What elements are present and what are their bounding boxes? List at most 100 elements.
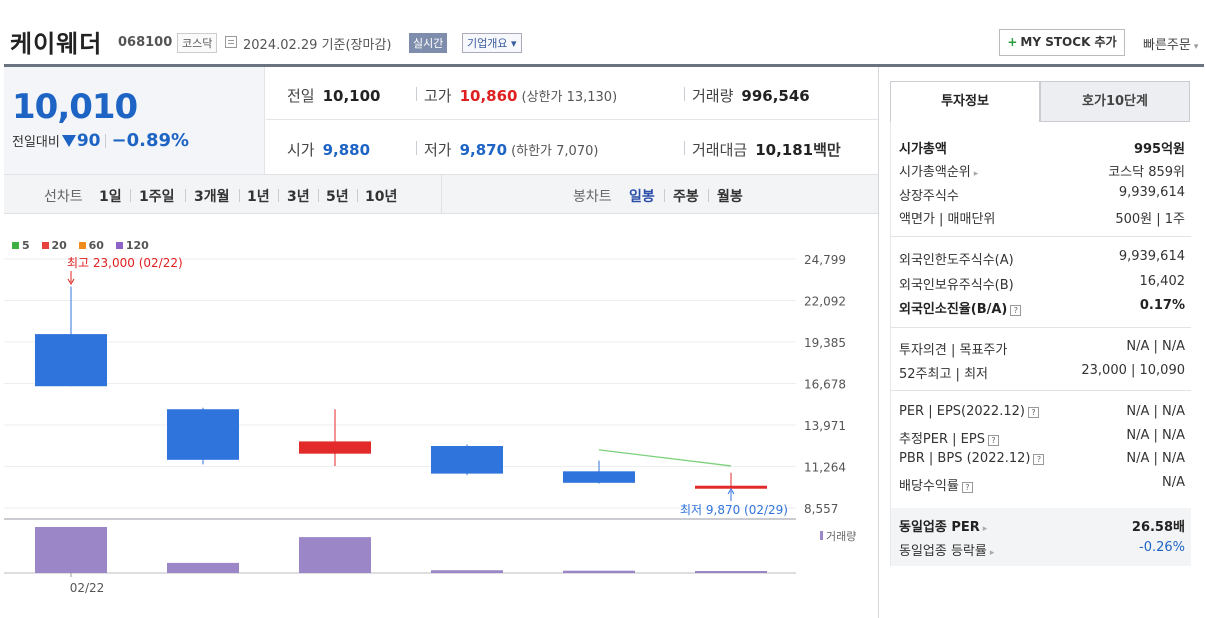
investment-info-panel: 시가총액 995억원 시가총액순위 ▸ 코스닥 859위 상장주식수 9,939,614… bbox=[890, 122, 1191, 566]
legend-ma60: 60 bbox=[78, 239, 104, 252]
tab-order-book[interactable]: 호가10단계 bbox=[1040, 81, 1190, 122]
max-arrowhead bbox=[67, 278, 75, 285]
help-icon[interactable]: ? bbox=[1033, 454, 1045, 465]
volume-legend-swatch bbox=[820, 531, 823, 540]
candle-body bbox=[299, 441, 371, 454]
info-row-opinion: 투자의견 | 목표주가 N/A | N/A bbox=[899, 339, 1185, 358]
divider bbox=[104, 134, 106, 148]
quote-row: 전일 10,100 고가 10,860 (상한가 13,130) 거래량 996,546 bbox=[266, 67, 878, 120]
legend-ma5: 5 bbox=[12, 239, 30, 252]
add-mystock-button[interactable]: + MY STOCK 추가 bbox=[999, 29, 1125, 56]
divider bbox=[708, 189, 709, 202]
candle-daily[interactable]: 일봉 bbox=[629, 189, 655, 205]
legend-swatch bbox=[12, 242, 19, 249]
divider bbox=[318, 189, 319, 202]
min-annotation: 최저 9,870 (02/29) bbox=[680, 503, 788, 517]
candle-chart-label: 봉차트 bbox=[573, 189, 612, 205]
ma5-line bbox=[598, 449, 732, 467]
info-row-foreign-ratio: 외국인소진율(B/A)? 0.17% bbox=[899, 298, 1185, 317]
period-3y[interactable]: 3년 bbox=[287, 189, 310, 205]
stock-name: 케이웨더 bbox=[10, 30, 103, 58]
info-row-52w: 52주최고 | 최저 23,000 | 10,090 bbox=[899, 363, 1185, 382]
divider bbox=[664, 189, 665, 202]
arrow-right-icon: ▸ bbox=[989, 548, 995, 558]
divider bbox=[357, 189, 358, 202]
legend-ma20: 20 bbox=[41, 239, 67, 252]
volume-bar bbox=[167, 562, 239, 573]
info-tabs: 투자정보 호가10단계 bbox=[890, 81, 1190, 122]
period-5y[interactable]: 5년 bbox=[326, 189, 349, 205]
divider bbox=[891, 327, 1191, 328]
line-chart-label: 선차트 bbox=[44, 189, 83, 205]
x-tick-label: 02/22 bbox=[70, 581, 105, 595]
period-10y[interactable]: 10년 bbox=[365, 189, 398, 205]
arrow-right-icon: ▸ bbox=[973, 169, 979, 179]
sector-box: 동일업종 PER ▸ 26.58배 동일업종 등락률 ▸ -0.26% bbox=[891, 508, 1191, 566]
legend-ma120: 120 bbox=[115, 239, 149, 252]
divider bbox=[239, 189, 240, 202]
max-annotation: 최고 23,000 (02/22) bbox=[67, 256, 183, 270]
divider bbox=[891, 236, 1191, 237]
quote-grid: 전일 10,100 고가 10,860 (상한가 13,130) 거래량 996,546… bbox=[266, 67, 878, 174]
min-arrowhead bbox=[727, 488, 735, 495]
base-date: 2024.02.29 기준(장마감) bbox=[243, 38, 392, 53]
volume-bar bbox=[563, 570, 635, 573]
tab-investment-info[interactable]: 투자정보 bbox=[890, 81, 1040, 122]
chart-legend: 5 20 60 120 bbox=[12, 239, 157, 252]
y-tick-label: 24,799 bbox=[804, 253, 846, 267]
realtime-button[interactable]: 실시간 bbox=[409, 33, 448, 53]
help-icon[interactable]: ? bbox=[961, 482, 973, 493]
y-tick-label: 11,264 bbox=[804, 461, 846, 475]
info-row-foreign-limit: 외국인한도주식수(A) 9,939,614 bbox=[899, 249, 1185, 268]
quick-order-dropdown[interactable]: 빠른주문 bbox=[1143, 34, 1198, 53]
legend-swatch bbox=[115, 242, 123, 249]
add-mystock-label: MY STOCK 추가 bbox=[1020, 35, 1117, 49]
info-row-sector-per: 동일업종 PER ▸ 26.58배 bbox=[899, 520, 1185, 535]
quote-amount: 거래대금 10,181백만 bbox=[692, 141, 841, 159]
info-row-sector-rate: 동일업종 등락률 ▸ -0.26% bbox=[899, 540, 1185, 559]
market-badge: 코스닥 bbox=[177, 33, 218, 53]
candle-weekly[interactable]: 주봉 bbox=[673, 189, 699, 205]
quote-high: 고가 10,860 (상한가 13,130) bbox=[424, 87, 618, 105]
company-overview-dropdown[interactable]: 기업개요 ▾ bbox=[462, 33, 522, 53]
info-row-par: 액면가 | 매매단위 500원 | 1주 bbox=[899, 212, 1185, 227]
period-1y[interactable]: 1년 bbox=[247, 189, 270, 205]
volume-bar bbox=[35, 527, 107, 573]
volume-bar bbox=[431, 570, 503, 573]
candle-body bbox=[431, 446, 503, 474]
change-value: 90 bbox=[76, 131, 101, 151]
prev-day-label: 전일대비 bbox=[12, 135, 60, 150]
divider bbox=[684, 141, 685, 155]
help-icon[interactable]: ? bbox=[1027, 407, 1039, 418]
info-row-dividend: 배당수익률? N/A bbox=[899, 475, 1185, 494]
quote-low: 저가 9,870 (하한가 7,070) bbox=[424, 141, 599, 159]
quote-row: 시가 9,880 저가 9,870 (하한가 7,070) 거래대금 10,181백만 bbox=[266, 121, 878, 174]
divider bbox=[891, 390, 1191, 391]
header-divider bbox=[4, 64, 1204, 67]
info-row-per: PER | EPS(2022.12)? N/A | N/A bbox=[899, 404, 1185, 419]
volume-bar bbox=[695, 571, 767, 573]
info-row-pbr: PBR | BPS (2022.12)? N/A | N/A bbox=[899, 451, 1185, 466]
period-3m[interactable]: 3개월 bbox=[194, 189, 230, 205]
change-percent: −0.89% bbox=[111, 130, 190, 151]
y-tick-label: 16,678 bbox=[804, 378, 846, 392]
candle-monthly[interactable]: 월봉 bbox=[717, 189, 743, 205]
stock-header: 케이웨더 068100 코스닥 2024.02.29 기준(장마감) 실시간 기… bbox=[0, 0, 1206, 64]
divider bbox=[684, 87, 685, 101]
divider bbox=[416, 141, 417, 155]
legend-swatch bbox=[78, 242, 86, 249]
candle-body bbox=[167, 409, 239, 460]
y-tick-label: 8,557 bbox=[804, 502, 838, 516]
current-price: 10,010 bbox=[12, 87, 138, 127]
help-icon[interactable]: ? bbox=[1010, 305, 1022, 316]
legend-swatch bbox=[41, 242, 49, 249]
candle-body bbox=[563, 471, 635, 483]
period-1w[interactable]: 1주일 bbox=[139, 189, 175, 205]
candle-body bbox=[695, 485, 767, 489]
period-1d[interactable]: 1일 bbox=[99, 189, 122, 205]
quote-prev: 전일 10,100 bbox=[287, 87, 381, 105]
y-tick-label: 13,971 bbox=[804, 419, 846, 433]
info-row-est-per: 추정PER | EPS? N/A | N/A bbox=[899, 428, 1185, 447]
help-icon[interactable]: ? bbox=[987, 435, 999, 446]
panel-divider bbox=[878, 67, 879, 618]
